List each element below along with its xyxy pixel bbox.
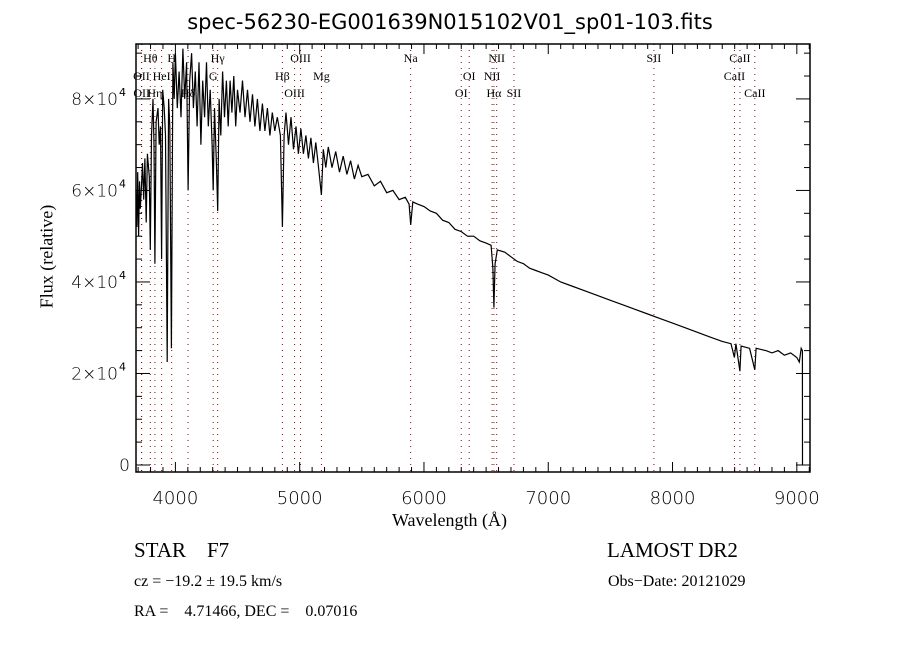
spectral-line-label: HeI [153, 69, 171, 83]
y-tick-exponent: 4 [119, 360, 126, 373]
spectral-line-label: NII [488, 51, 505, 65]
spectral-line-label: OI [455, 86, 468, 100]
plot-frame [135, 43, 811, 473]
x-tick-label: 8000 [650, 488, 696, 509]
y-tick-exponent: 4 [119, 86, 126, 99]
spectral-line-label: NII [484, 69, 501, 83]
y-tick-exponent: 4 [119, 177, 126, 190]
spectral-line-label: CaII [729, 51, 750, 65]
spectral-line-label: Mg [313, 69, 330, 83]
spectral-line-markers [140, 44, 756, 472]
y-tick-label: 8×10 [71, 90, 118, 110]
y-tick-exponent: 4 [119, 269, 126, 282]
y-tick-label: 2×10 [71, 364, 118, 384]
spectral-line-label: Hβ [275, 69, 290, 83]
spectral-line-label: H [167, 51, 176, 65]
chart-title: spec-56230-EG001639N015102V01_sp01-103.f… [187, 10, 713, 34]
survey-name: LAMOST DR2 [607, 538, 738, 562]
y-tick-label: 4×10 [71, 273, 118, 293]
y-axis-label: Flux (relative) [36, 204, 57, 309]
y-tick-label: 6×10 [71, 181, 118, 201]
spectral-line-label: OI [463, 69, 476, 83]
spectral-line-label: G [209, 69, 218, 83]
x-tick-label: 9000 [774, 488, 820, 509]
spectral-line-label: Hθ [143, 51, 158, 65]
y-tick-label: 0 [119, 456, 130, 476]
spectral-line-label: OIII [284, 86, 305, 100]
x-tick-label: 5000 [277, 488, 323, 509]
redshift-text: cz = −19.2 ± 19.5 km/s [134, 573, 283, 590]
spectral-line-label: OIII [290, 51, 311, 65]
x-tick-label: 4000 [152, 488, 198, 509]
spectrum-line [135, 48, 804, 466]
spectral-line-label: CaII [744, 86, 765, 100]
spectral-line-label: CaII [724, 69, 745, 83]
spectral-line-label: Hγ [211, 51, 226, 65]
spectral-line-label: Hα [486, 86, 502, 100]
spectral-line-label: SII [647, 51, 662, 65]
object-class: STAR F7 [134, 538, 230, 562]
obs-date: Obs−Date: 20121029 [608, 573, 746, 590]
x-axis-label: Wavelength (Å) [392, 510, 508, 530]
spectral-line-label: OII [133, 86, 150, 100]
coordinates: RA = 4.71466, DEC = 0.07016 [134, 603, 358, 620]
spectral-line-label: SII [507, 86, 522, 100]
x-tick-label: 6000 [401, 488, 447, 509]
spectral-line-label: Hη [147, 86, 162, 100]
spectral-line-label: Na [404, 51, 419, 65]
x-tick-label: 7000 [525, 488, 571, 509]
